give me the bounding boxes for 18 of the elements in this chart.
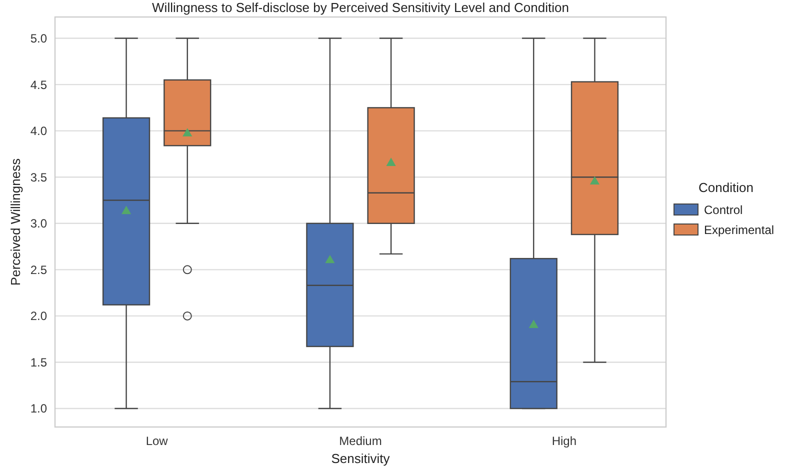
x-tick-label: Low — [146, 434, 168, 448]
y-tick-label: 1.5 — [30, 355, 48, 370]
y-tick-label: 5.0 — [30, 31, 48, 46]
x-tick-label: High — [552, 434, 577, 448]
x-axis-title: Sensitivity — [331, 451, 390, 466]
y-tick-label: 3.0 — [30, 216, 48, 231]
legend-title: Condition — [698, 180, 754, 195]
y-axis-title: Perceived Willingness — [8, 158, 23, 286]
legend-label: Experimental — [704, 223, 774, 237]
y-tick-label: 2.5 — [30, 262, 48, 277]
y-tick-label: 3.5 — [30, 170, 48, 184]
y-tick-label: 4.0 — [30, 124, 48, 138]
legend-label: Control — [704, 203, 743, 217]
y-tick-label: 4.5 — [30, 78, 48, 92]
y-tick-label: 2.0 — [30, 309, 48, 324]
chart-title: Willingness to Self-disclose by Perceived Sensitivity Level and Condition — [152, 0, 569, 15]
y-tick-label: 1.0 — [30, 402, 48, 416]
x-tick-label: Medium — [339, 434, 382, 448]
